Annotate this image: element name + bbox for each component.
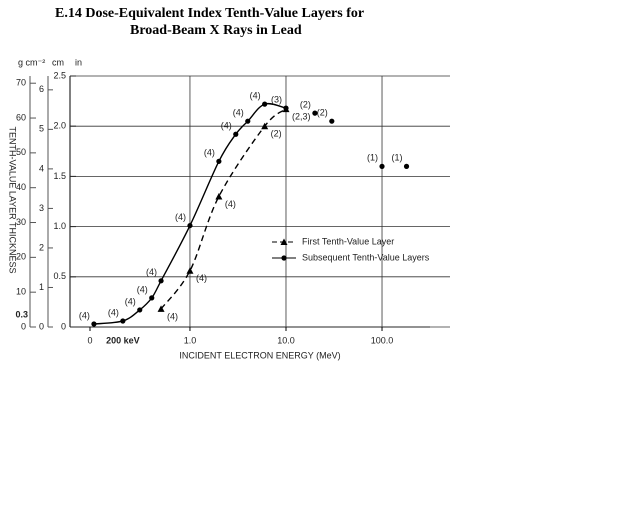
y-tick-label: 2.5 [53,70,66,80]
legend-label: First Tenth-Value Layer [302,236,394,246]
y2-tick-label: 5 [39,124,44,134]
point [120,318,126,324]
series-line [160,108,287,310]
y-tick-label: 0.5 [53,271,66,281]
point-note: (4) [233,108,244,118]
point [403,163,410,169]
point [187,222,193,229]
y2-tick-label: 2 [39,242,44,252]
point-note: (4) [137,284,148,294]
y3-tick-label: 0 [21,321,26,331]
x-axis-title: INCIDENT ELECTRON ENERGY (MeV) [179,350,340,360]
x-tick-label: 100.0 [371,335,394,345]
point [186,267,194,274]
y-tick-label: 0 [61,321,66,331]
y3-tick-label: 20 [16,252,26,262]
annotation: 200 keV [106,335,140,345]
y3-tick-label: 30 [16,217,26,227]
point [379,163,385,169]
point-note: (4) [79,310,90,320]
point-note: (4) [225,199,236,209]
y-tick-label: 2.0 [53,121,66,131]
point-note: (1) [367,153,378,163]
point [262,101,268,107]
legend-marker [281,255,287,261]
y3-tick-label: 40 [16,182,26,192]
legend-label: Subsequent Tenth-Value Layers [302,252,430,262]
y3-tick-label: 60 [16,112,26,122]
y2-tick-label: 6 [39,84,44,94]
point-note: (4) [204,148,215,158]
point-note: (2,3) [292,112,311,122]
point-note: (2) [300,100,311,110]
point-note: (4) [221,121,232,131]
point [158,278,164,284]
point [233,131,239,137]
point [245,118,251,124]
point [137,307,143,313]
point [216,158,222,164]
y-tick-label: 1.0 [53,221,66,231]
legend-marker [280,238,288,245]
point-note: (4) [146,267,157,277]
point-note: (4) [196,273,207,283]
point-note: (1) [392,153,403,163]
point-note: (3) [271,95,282,105]
y-tick-label: 1.5 [53,171,66,181]
point [149,295,155,301]
point-note: (2) [317,108,328,118]
y2-unit: cm [52,57,64,67]
point-note: (4) [175,212,186,222]
point [91,321,97,327]
y-axis-title: TENTH-VALUE LAYER THICKNESS [8,126,18,273]
point-note: (4) [167,311,178,321]
x-tick-label: 0 [87,335,92,345]
point-note: (4) [125,296,136,306]
y2-tick-label: 0 [39,321,44,331]
point [261,122,269,130]
annotation: 0.3 [15,310,28,320]
chart-title: E.14 Dose-Equivalent Index Tenth-Value L… [55,6,364,21]
point [157,305,165,312]
point [283,105,289,111]
y-unit: in [75,57,82,67]
point [312,110,318,116]
chart-subtitle: Broad-Beam X Rays in Lead [130,23,302,38]
y3-unit: g cm⁻² [18,57,45,67]
y2-tick-label: 4 [39,163,44,173]
point-note: (4) [250,90,261,100]
x-tick-label: 10.0 [277,335,295,345]
point-note: (4) [108,307,119,317]
y2-tick-label: 1 [39,282,44,292]
x-tick-label: 1.0 [184,335,197,345]
y3-tick-label: 50 [16,147,26,157]
y3-tick-label: 70 [16,78,26,88]
y2-tick-label: 3 [39,203,44,213]
point [215,192,223,200]
point [329,118,335,124]
point-note: (2) [271,129,282,139]
y3-tick-label: 10 [16,287,26,297]
